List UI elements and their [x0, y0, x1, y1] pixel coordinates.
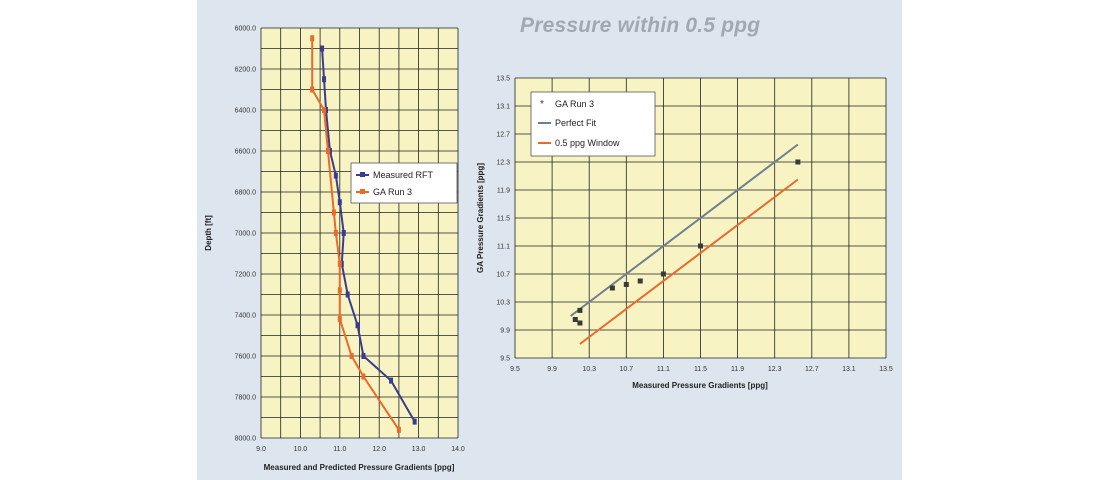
right-x-tick-label: 13.5 — [879, 366, 893, 373]
ga-run-3-point — [572, 317, 578, 322]
ga-run-3-point — [337, 316, 342, 323]
left-x-tick-label: 11.0 — [333, 446, 346, 453]
ga-run-3-point — [349, 353, 354, 359]
left-legend: Measured RFT GA Run 3 — [350, 162, 458, 204]
ga-run-3-point — [310, 35, 315, 42]
ga-run-3-point — [337, 260, 342, 267]
measured-rft-point — [333, 172, 338, 179]
left-y-tick-label: 7200.0 — [235, 272, 257, 279]
left-y-tick-labels: 6000.0 6200.0 6400.0 6600.0 6800.0 7000.0 7200… — [235, 26, 257, 443]
legend-ga-run-3: GA Run 3 — [555, 99, 594, 109]
right-grid — [514, 77, 887, 359]
right-x-tick-label: 10.3 — [582, 366, 596, 373]
right-y-tick-label: 11.9 — [497, 188, 510, 195]
right-y-tick-label: 11.1 — [497, 244, 510, 251]
measured-rft-point — [320, 45, 325, 52]
ga-run-3-point — [331, 209, 336, 216]
right-x-tick-label: 9.5 — [510, 366, 520, 373]
right-x-tick-label: 13.1 — [842, 366, 856, 373]
legend-ga-marker: * — [540, 99, 544, 110]
right-x-tick-label: 9.9 — [547, 366, 557, 373]
legend-perfect-fit: Perfect Fit — [555, 118, 597, 128]
ga-run-3-point — [698, 243, 703, 249]
left-y-tick-label: 7800.0 — [235, 395, 257, 402]
measured-rft-point — [389, 377, 394, 384]
ga-run-3-point — [325, 148, 330, 154]
left-series — [310, 35, 417, 433]
perfect-fit-line — [570, 143, 799, 317]
right-y-tick-label: 13.1 — [496, 104, 510, 111]
left-x-tick-label: 12.0 — [372, 446, 386, 453]
right-y-tick-label: 12.3 — [496, 160, 510, 167]
slide-title: Pressure within 0.5 ppg — [520, 14, 761, 37]
right-x-tick-label: 12.7 — [805, 366, 819, 373]
ga-run-3-point — [322, 107, 327, 113]
measured-rft-point — [337, 199, 342, 206]
ga-run-3-point — [396, 426, 401, 433]
measured-rft-point — [412, 418, 417, 425]
measured-rft-point — [322, 76, 327, 83]
slide: Pressure within 0.5 ppg 6000.0 6200.0 6400… — [197, 0, 902, 480]
measured-rft-point — [355, 322, 360, 329]
right-x-tick-label: 10.7 — [619, 366, 633, 373]
ga-run-3-point — [623, 282, 629, 287]
left-y-tick-label: 7600.0 — [235, 354, 257, 361]
window-line — [579, 178, 799, 345]
right-y-tick-label: 11.5 — [497, 216, 510, 223]
right-y-axis-label: GA Pressure Gradients [ppg] — [476, 163, 485, 273]
right-x-tick-label: 12.3 — [768, 366, 782, 373]
left-x-tick-labels: 9.0 10.0 11.0 12.0 13.0 14.0 — [256, 446, 465, 453]
right-x-tick-label: 11.9 — [731, 366, 744, 373]
legend-ga-run-3: GA Run 3 — [373, 187, 412, 197]
right-y-tick-labels: 13.5 13.1 12.7 12.3 11.9 11.5 11.1 10.7 10.3 9.9 9… — [496, 76, 510, 363]
right-y-tick-label: 10.7 — [496, 272, 510, 279]
left-x-tick-label: 10.0 — [294, 446, 308, 453]
measured-rft-point — [361, 353, 366, 359]
left-y-tick-label: 6800.0 — [235, 190, 257, 197]
ga-run-3-point — [361, 373, 366, 380]
measured-rft-point — [341, 230, 346, 236]
right-x-axis-label: Measured Pressure Gradients [ppg] — [632, 381, 768, 390]
left-y-tick-label: 6200.0 — [235, 67, 257, 74]
ga-run-3-point — [310, 86, 315, 93]
left-y-tick-label: 6000.0 — [235, 26, 257, 33]
ga-run-3-point — [577, 307, 583, 313]
ga-run-3-point — [637, 278, 643, 284]
right-legend: * GA Run 3 Perfect Fit 0.5 ppg Window — [530, 91, 656, 157]
ga-run-3-point — [660, 271, 666, 277]
right-y-tick-label: 9.5 — [500, 356, 510, 363]
ga-vs-measured-chart: 13.513.112.712.311.911.511.110.710.39.99… — [476, 76, 893, 391]
right-x-tick-label: 11.5 — [694, 366, 707, 373]
ga-run-3-point — [577, 320, 583, 326]
ga-run-3-point — [337, 287, 342, 294]
left-x-tick-label: 14.0 — [451, 446, 465, 453]
left-x-tick-label: 13.0 — [412, 446, 426, 453]
left-y-tick-label: 6600.0 — [235, 149, 257, 156]
right-x-tick-label: 11.1 — [657, 366, 670, 373]
left-y-axis-label: Depth [ft] — [204, 215, 213, 251]
right-y-tick-label: 12.7 — [496, 132, 510, 139]
measured-rft-point — [345, 291, 350, 298]
ga-run-3-point — [609, 285, 615, 291]
left-x-axis-label: Measured and Predicted Pressure Gradient… — [264, 463, 455, 472]
left-y-tick-label: 7000.0 — [235, 231, 257, 238]
depth-pressure-chart: 6000.0 6200.0 6400.0 6600.0 6800.0 7000.0 7200… — [204, 26, 465, 473]
right-y-tick-label: 10.3 — [496, 300, 510, 307]
ga-run-3-point — [795, 159, 801, 165]
left-y-tick-label: 8000.0 — [235, 436, 257, 443]
right-y-tick-label: 13.5 — [496, 76, 510, 83]
legend-measured-rft: Measured RFT — [373, 170, 434, 180]
right-y-tick-label: 9.9 — [500, 328, 510, 335]
right-series — [570, 143, 801, 345]
ga-run-3-point — [333, 230, 338, 236]
right-x-tick-labels: 9.5 9.9 10.3 10.7 11.1 11.5 11.9 12.3 12.7 13.1 13… — [510, 366, 893, 373]
left-x-tick-label: 9.0 — [256, 446, 266, 453]
legend-window: 0.5 ppg Window — [555, 138, 620, 148]
ga-run-3-line — [311, 38, 400, 431]
left-y-tick-label: 6400.0 — [235, 108, 257, 115]
left-y-tick-label: 7400.0 — [235, 313, 257, 320]
